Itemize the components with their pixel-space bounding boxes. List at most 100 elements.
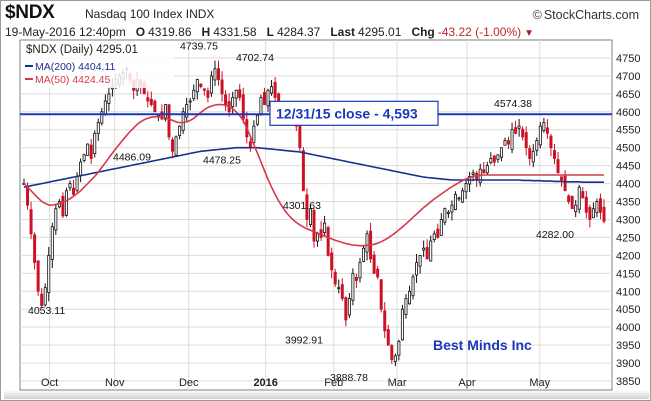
candle-body (545, 127, 549, 134)
candle-body (255, 114, 259, 125)
y-tick-label: 4750 (616, 53, 640, 65)
candle-body (326, 227, 330, 256)
y-tick-label: 4200 (616, 250, 640, 262)
candle-body (199, 83, 203, 88)
candle-body (457, 197, 461, 200)
y-tick-label: 4550 (616, 125, 640, 137)
plot-area (19, 39, 613, 391)
candle-body (238, 89, 242, 98)
x-tick-label: 2016 (253, 377, 277, 389)
candle-body (407, 290, 411, 305)
price-annotation: 4702.74 (236, 52, 274, 64)
candle-body (344, 297, 348, 321)
candle-body (393, 355, 397, 362)
candle-body (96, 122, 100, 134)
candle-body (206, 90, 210, 98)
candle-body (316, 233, 320, 242)
candle-body (174, 136, 178, 156)
x-tick-label: Apr (458, 377, 475, 389)
candle-body (36, 260, 40, 292)
candle-body (372, 254, 376, 274)
candle-body (273, 81, 277, 98)
copyright-icon: © (532, 8, 542, 22)
low-label: L (266, 25, 274, 39)
candle-body (149, 98, 153, 106)
x-tick-label: Dec (179, 377, 199, 389)
candle-body (443, 208, 447, 223)
candle-body (358, 262, 362, 279)
candle-body (560, 176, 564, 181)
legend-ma50: MA(50) 4424.45 (35, 74, 110, 86)
last-label: Last (330, 25, 356, 39)
candle-body (40, 293, 44, 307)
quote-date: 19-May-2016 12:40pm (5, 25, 126, 39)
candle-body (489, 158, 493, 164)
price-annotation: 4301.63 (283, 200, 321, 212)
candle-body (86, 143, 90, 156)
candle-body (461, 190, 465, 203)
candle-body (556, 159, 560, 174)
candle-body (446, 211, 450, 214)
candle-body (337, 287, 341, 290)
candle-body (160, 111, 164, 120)
x-tick-label: Oct (41, 377, 58, 389)
y-tick-label: 4700 (616, 71, 640, 83)
moving-averages (23, 103, 604, 247)
candle-body (524, 132, 528, 149)
legend-box (22, 42, 174, 88)
overlay-layer: 12/31/15 close - 4,593 4053.11 4486.09 4739… (20, 41, 612, 384)
candle-body (54, 208, 58, 231)
candle-body (588, 207, 592, 220)
reference-label: 12/31/15 close - 4,593 (276, 105, 418, 121)
y-tick-label: 3850 (616, 376, 640, 388)
candle-body (439, 219, 443, 236)
candle-body (305, 194, 309, 220)
candle-body (376, 268, 380, 278)
watermark-text: Best Minds Inc (433, 337, 532, 353)
x-tick-label: Nov (105, 377, 125, 389)
candle-body (100, 111, 104, 124)
candle-body (181, 111, 185, 131)
candle-body (528, 148, 532, 159)
y-axis: 3850 3900 3950 4000 4050 4100 4150 4200 4250 4300… (616, 53, 640, 388)
low-value: 4284.37 (276, 25, 321, 39)
index-subtitle: Nasdaq 100 Index INDX (85, 7, 215, 21)
symbol-title: $NDX (5, 2, 55, 23)
x-tick-label: May (529, 377, 550, 389)
candle-body (383, 310, 387, 332)
candle-body (503, 140, 507, 146)
candle-body (492, 155, 496, 163)
reference-label-box (269, 100, 439, 126)
candle-body (552, 150, 556, 159)
y-tick-label: 4450 (616, 161, 640, 173)
candle-body (50, 226, 54, 260)
y-tick-label: 4600 (616, 107, 640, 119)
candle-body (266, 89, 270, 107)
legend-main: $NDX (Daily) 4295.01 (26, 44, 138, 56)
x-tick-label: Feb (324, 377, 343, 389)
candle-body (252, 125, 256, 143)
candle-body (220, 79, 224, 95)
price-annotation: 4739.75 (180, 41, 218, 53)
candle-body (432, 233, 436, 241)
candle-body (188, 100, 192, 103)
candle-body (82, 154, 86, 161)
y-tick-label: 4300 (616, 214, 640, 226)
candle-body (538, 125, 542, 146)
candle-body (217, 68, 221, 80)
brand-link[interactable]: © StockCharts.com (533, 8, 639, 22)
candle-body (68, 183, 72, 189)
candle-body (72, 187, 76, 195)
chg-label: Chg (411, 25, 435, 39)
candle-body (262, 92, 266, 106)
candle-body (75, 176, 79, 191)
candle-body (323, 222, 327, 234)
candle-body (535, 140, 539, 151)
frame-shadow (4, 390, 649, 399)
candle-body (464, 183, 468, 193)
candle-body (231, 97, 235, 107)
candle-body (425, 247, 429, 260)
candle-body (301, 150, 305, 192)
